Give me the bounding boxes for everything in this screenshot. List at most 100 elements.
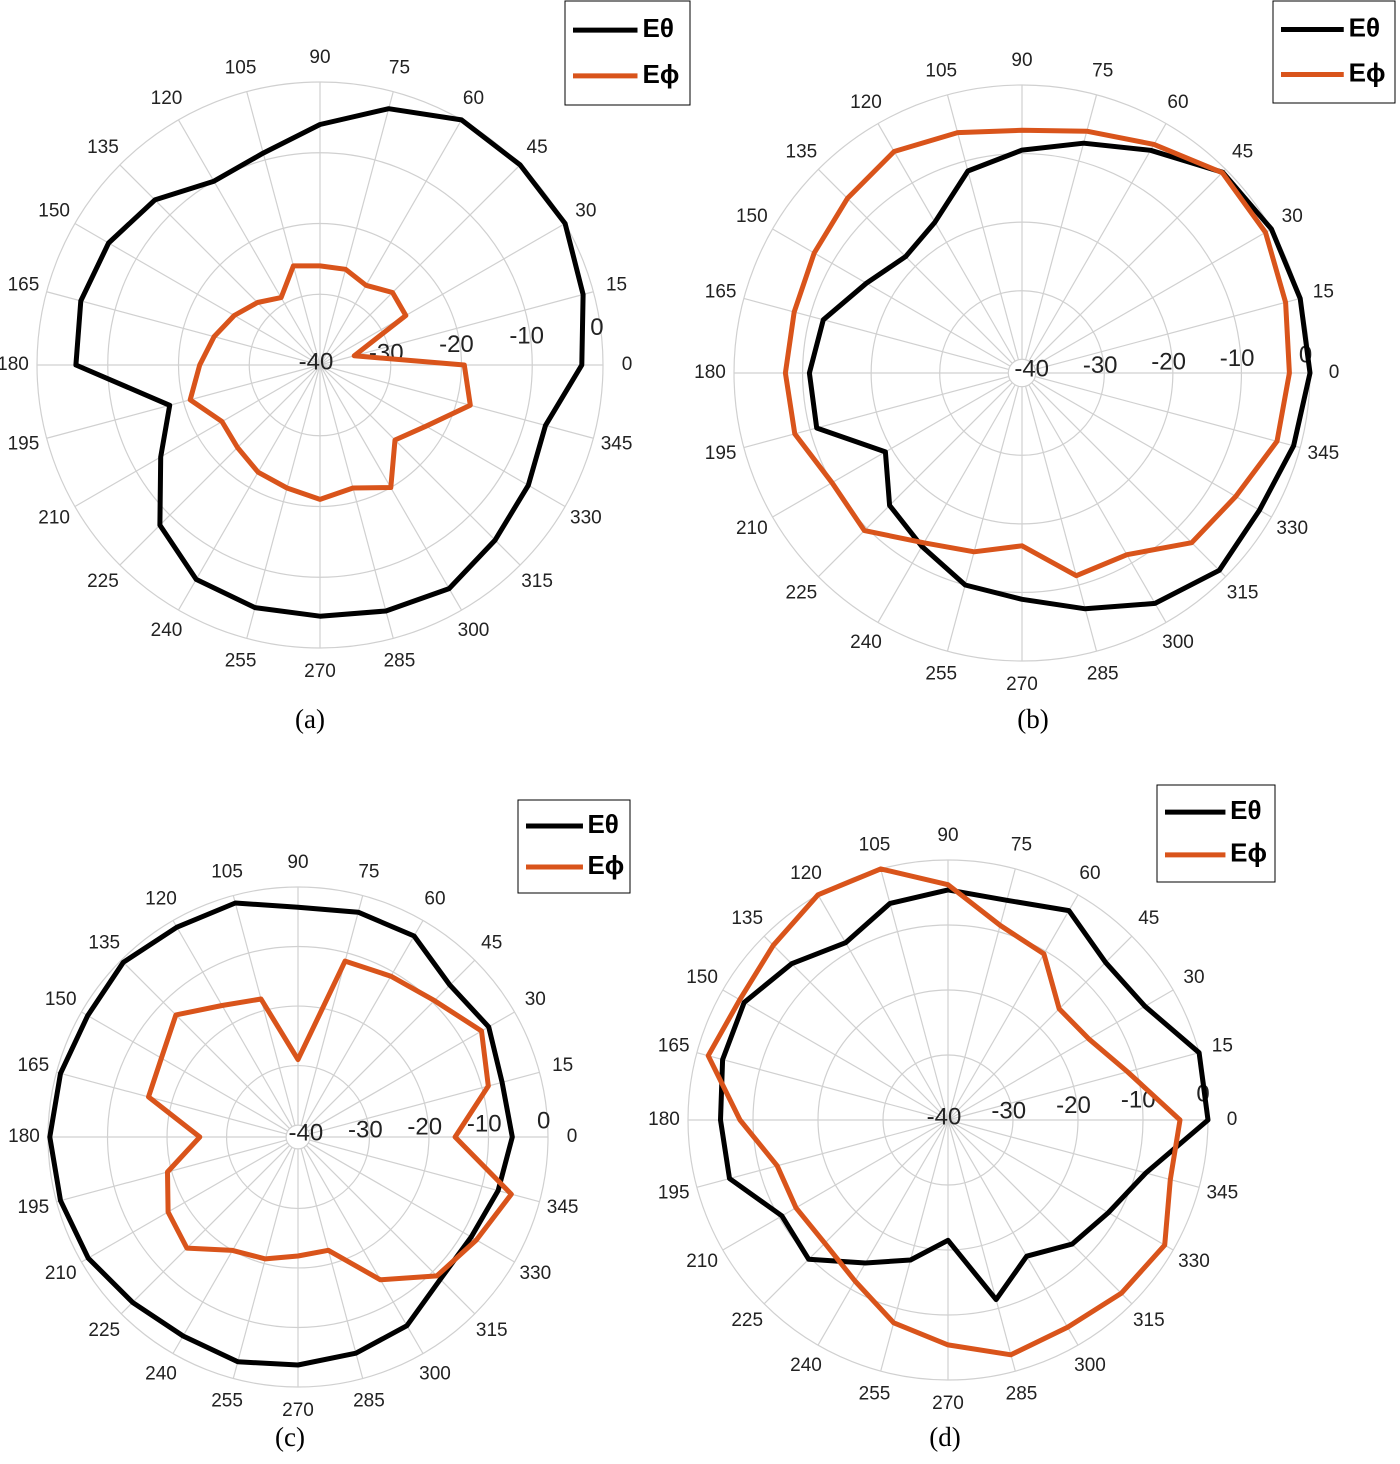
angle-label: 255 <box>225 651 257 672</box>
grid-spoke <box>56 1071 287 1135</box>
grid-spoke <box>303 920 424 1127</box>
caption: (c) <box>275 1422 305 1452</box>
angle-label: 255 <box>859 1383 891 1404</box>
angle-label: 315 <box>1133 1310 1165 1331</box>
angle-label: 30 <box>575 201 596 222</box>
grid-spoke <box>319 222 566 366</box>
grid-spoke <box>1024 94 1098 360</box>
grid-spoke <box>319 364 394 639</box>
angle-label: 240 <box>850 632 882 653</box>
angle-label: 300 <box>458 620 490 641</box>
angle-label: 45 <box>527 137 548 158</box>
grid-spoke <box>696 1052 949 1121</box>
radial-label: 0 <box>590 314 603 341</box>
angle-label: 195 <box>17 1197 49 1218</box>
grid-spoke <box>303 1147 424 1354</box>
grid-spoke <box>74 364 321 508</box>
grid-spoke <box>119 364 321 566</box>
angle-label: 210 <box>38 508 70 529</box>
angle-label: 105 <box>859 835 891 856</box>
grid-spoke <box>1033 228 1272 367</box>
grid-spoke <box>308 1142 515 1263</box>
radial-label: 0 <box>537 1107 550 1134</box>
angle-label: 255 <box>211 1391 243 1412</box>
angle-label: 180 <box>8 1126 40 1147</box>
grid-spoke <box>319 364 594 439</box>
angle-label: 135 <box>88 932 120 953</box>
angle-label: 30 <box>1282 206 1303 227</box>
angle-label: 45 <box>1232 141 1253 162</box>
radial-label: -20 <box>1151 348 1186 375</box>
grid-spoke <box>1028 123 1167 362</box>
angle-label: 15 <box>1212 1036 1233 1057</box>
angle-label: 195 <box>705 443 737 464</box>
grid-spoke <box>81 1011 288 1132</box>
angle-label: 165 <box>8 275 40 296</box>
grid-spoke <box>763 935 949 1121</box>
angle-label: 90 <box>937 825 958 846</box>
angle-label: 345 <box>1206 1183 1238 1204</box>
grid-spoke <box>246 91 321 366</box>
angle-label: 105 <box>211 861 243 882</box>
angle-label: 15 <box>606 275 627 296</box>
grid-spoke <box>246 364 321 639</box>
grid-spoke <box>880 1119 949 1372</box>
angle-label: 315 <box>521 571 553 592</box>
grid-spoke <box>1035 375 1301 449</box>
angle-label: 75 <box>1092 61 1113 82</box>
grid-spoke <box>300 1148 364 1379</box>
angle-label: 345 <box>547 1197 579 1218</box>
angle-label: 300 <box>1074 1355 1106 1376</box>
radial-label: -30 <box>991 1098 1026 1125</box>
grid-spoke <box>722 1119 949 1251</box>
radial-label: -40 <box>299 348 334 375</box>
angle-label: 270 <box>1006 674 1038 695</box>
grid-spoke <box>743 375 1009 449</box>
legend-label: Eϕ <box>1349 57 1386 87</box>
angle-label: 105 <box>225 57 257 78</box>
legend: Eθ Eϕ <box>1272 0 1396 104</box>
angle-label: 15 <box>552 1055 573 1076</box>
angle-label: 0 <box>622 354 633 375</box>
grid-spoke <box>947 1119 1016 1372</box>
grid-spoke <box>172 920 293 1127</box>
angle-label: 150 <box>45 989 77 1010</box>
angle-label: 180 <box>648 1109 680 1130</box>
grid-spoke <box>743 297 1009 371</box>
grid-spoke <box>177 364 321 611</box>
angle-label: 0 <box>567 1126 578 1147</box>
caption: (b) <box>1017 704 1048 734</box>
angle-label: 240 <box>145 1363 177 1384</box>
angle-label: 315 <box>1227 583 1259 604</box>
angle-label: 60 <box>424 889 445 910</box>
legend-box <box>1156 784 1276 883</box>
legend-label: Eθ <box>643 13 674 43</box>
legend-box <box>564 0 691 106</box>
grid-spoke <box>232 1148 296 1379</box>
angle-label: 90 <box>309 47 330 68</box>
angle-label: 135 <box>87 137 119 158</box>
grid-spoke <box>1031 382 1227 578</box>
grid-spoke <box>46 291 321 366</box>
angle-label: 60 <box>1079 863 1100 884</box>
radial-label: -20 <box>407 1113 442 1140</box>
grid-spoke <box>947 868 1016 1121</box>
grid-spoke <box>119 164 321 366</box>
grid-spoke <box>319 119 463 366</box>
pattern-line <box>73 106 586 619</box>
radial-label: -40 <box>1014 356 1049 383</box>
angle-label: 285 <box>384 651 416 672</box>
pattern-line <box>718 887 1211 1303</box>
grid-spoke <box>120 959 291 1130</box>
grid-spoke <box>817 382 1013 578</box>
polar-chart: 0153045607590105120135150165180195210225… <box>0 0 691 734</box>
grid-spoke <box>772 379 1011 518</box>
angle-label: 225 <box>731 1310 763 1331</box>
angle-label: 210 <box>736 518 768 539</box>
grid-spoke <box>120 1144 291 1315</box>
radial-label: -30 <box>369 340 404 367</box>
grid-spoke <box>877 384 1016 623</box>
angle-label: 75 <box>389 57 410 78</box>
angle-label: 90 <box>287 852 308 873</box>
